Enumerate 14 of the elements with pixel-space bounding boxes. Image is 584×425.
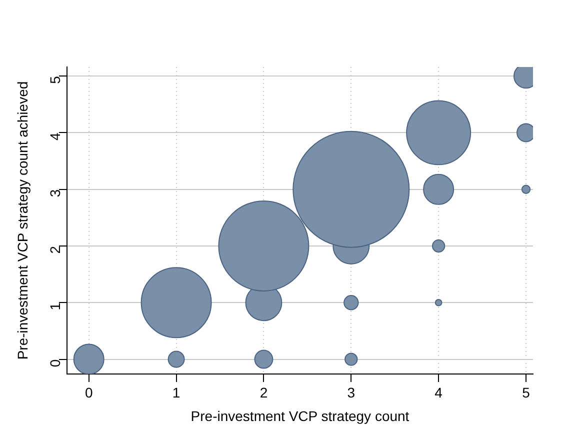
- y-tick-label: 3: [46, 189, 63, 198]
- x-tick-label: 2: [260, 384, 268, 400]
- x-tick-label: 1: [172, 384, 180, 400]
- x-tick-label: 5: [522, 384, 530, 400]
- x-tick-label: 4: [434, 384, 443, 400]
- y-axis-title: Pre-investment VCP strategy count achieved: [14, 81, 31, 360]
- y-tick-label: 2: [46, 246, 63, 254]
- x-axis-title: Pre-investment VCP strategy count: [190, 408, 410, 424]
- y-tick-label: 5: [46, 76, 63, 84]
- y-tick-label: 1: [46, 302, 63, 310]
- x-tick-label: 3: [347, 384, 356, 400]
- x-tick-label: 0: [84, 384, 93, 400]
- y-tick-label: 4: [46, 132, 63, 140]
- y-tick-label: 0: [46, 359, 63, 368]
